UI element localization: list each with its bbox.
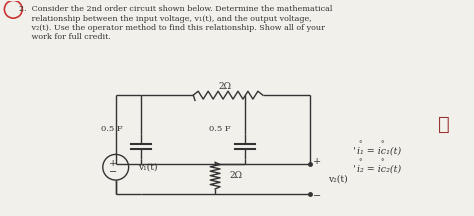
Text: v₁(t): v₁(t): [138, 163, 157, 172]
Text: 2Ω: 2Ω: [219, 82, 232, 91]
Text: °: °: [380, 141, 383, 149]
Text: +: +: [109, 159, 117, 168]
Text: i₂ = ic₂(t): i₂ = ic₂(t): [357, 165, 401, 174]
Text: 0.5 F: 0.5 F: [210, 125, 231, 133]
Text: v₂(t): v₂(t): [328, 175, 347, 184]
Text: ': ': [353, 147, 356, 156]
Text: ✓: ✓: [438, 116, 450, 134]
Text: −: −: [109, 168, 117, 177]
Text: °: °: [380, 158, 383, 166]
Text: °: °: [358, 141, 362, 149]
Text: 2.  Consider the 2nd order circuit shown below. Determine the mathematical
     : 2. Consider the 2nd order circuit shown …: [19, 5, 333, 41]
Text: −: −: [313, 192, 321, 201]
Text: 0.5 F: 0.5 F: [101, 125, 123, 133]
Text: +: +: [313, 157, 322, 166]
Text: 2Ω: 2Ω: [229, 171, 242, 180]
Text: ': ': [353, 165, 356, 174]
Text: °: °: [358, 158, 362, 166]
Text: i₁ = ic₁(t): i₁ = ic₁(t): [357, 147, 401, 156]
